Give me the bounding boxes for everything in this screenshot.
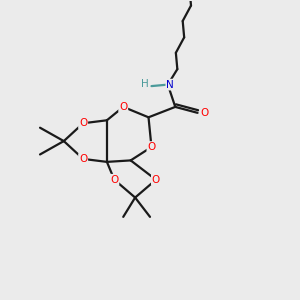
Text: O: O — [79, 118, 87, 128]
Text: O: O — [119, 102, 128, 112]
Text: H: H — [141, 79, 149, 89]
Text: O: O — [147, 142, 156, 152]
Text: O: O — [110, 175, 118, 185]
Text: N: N — [166, 80, 174, 90]
Text: O: O — [152, 175, 160, 185]
Text: O: O — [200, 108, 208, 118]
Text: O: O — [79, 154, 87, 164]
